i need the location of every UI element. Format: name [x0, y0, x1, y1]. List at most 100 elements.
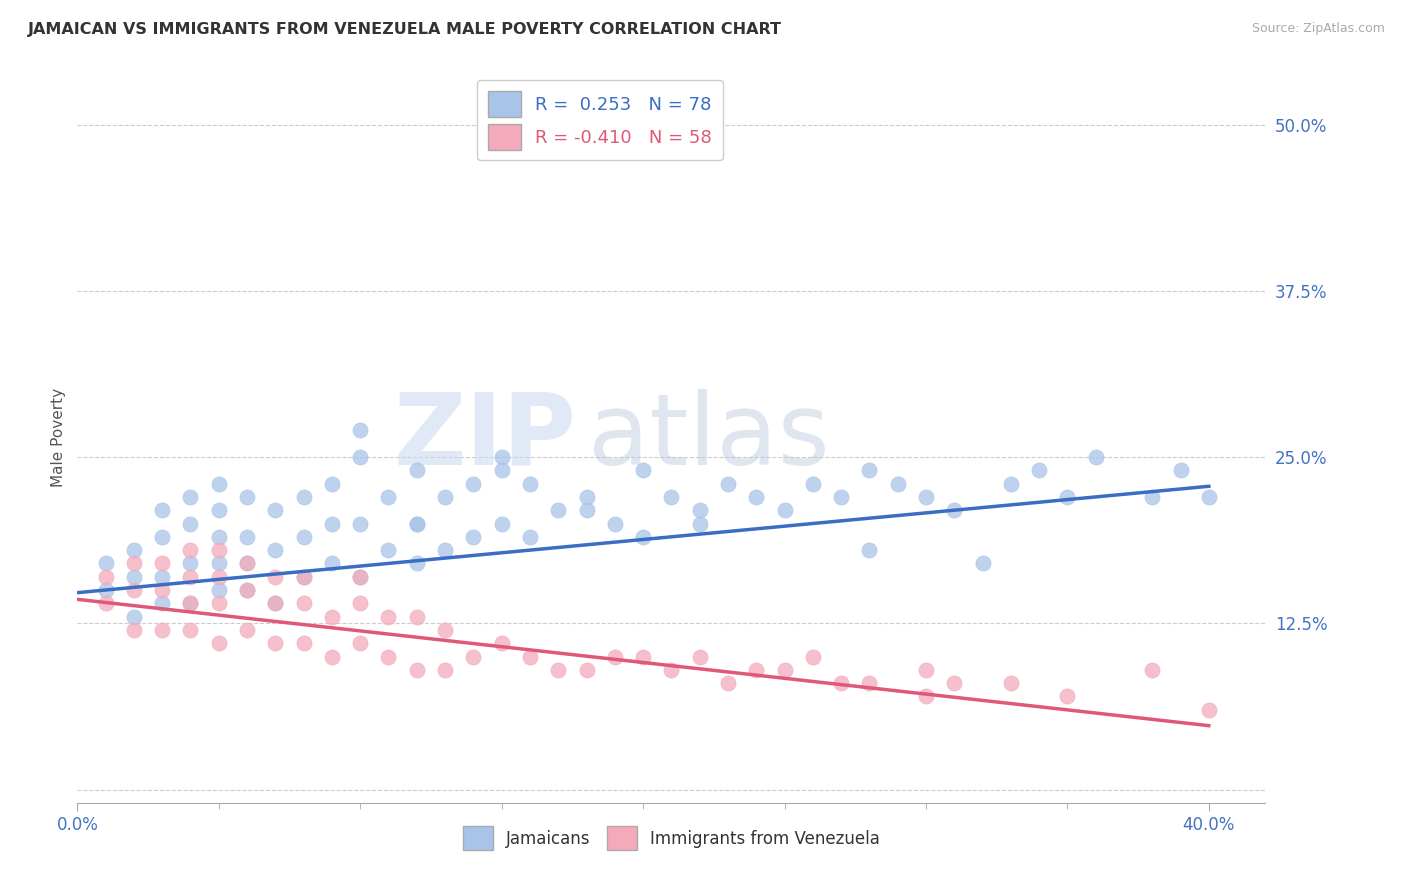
Point — [943, 503, 966, 517]
Point — [236, 582, 259, 597]
Point — [689, 516, 711, 531]
Point — [321, 516, 343, 531]
Point — [377, 609, 399, 624]
Point — [858, 676, 880, 690]
Y-axis label: Male Poverty: Male Poverty — [51, 387, 66, 487]
Point — [1170, 463, 1192, 477]
Point — [463, 530, 485, 544]
Point — [745, 490, 768, 504]
Point — [208, 543, 231, 558]
Point — [179, 516, 201, 531]
Point — [603, 516, 626, 531]
Point — [661, 490, 683, 504]
Point — [349, 596, 371, 610]
Point — [463, 649, 485, 664]
Point — [519, 530, 541, 544]
Point — [603, 649, 626, 664]
Point — [150, 570, 173, 584]
Point — [349, 570, 371, 584]
Point — [377, 543, 399, 558]
Text: JAMAICAN VS IMMIGRANTS FROM VENEZUELA MALE POVERTY CORRELATION CHART: JAMAICAN VS IMMIGRANTS FROM VENEZUELA MA… — [28, 22, 782, 37]
Point — [321, 476, 343, 491]
Point — [292, 596, 315, 610]
Point — [122, 570, 145, 584]
Point — [434, 663, 457, 677]
Point — [208, 582, 231, 597]
Point — [491, 463, 513, 477]
Point — [349, 636, 371, 650]
Point — [801, 476, 824, 491]
Text: Source: ZipAtlas.com: Source: ZipAtlas.com — [1251, 22, 1385, 36]
Point — [972, 557, 994, 571]
Point — [547, 663, 569, 677]
Point — [321, 557, 343, 571]
Point — [377, 490, 399, 504]
Point — [405, 609, 427, 624]
Point — [491, 450, 513, 464]
Point — [150, 596, 173, 610]
Point — [236, 623, 259, 637]
Point — [349, 516, 371, 531]
Point — [1198, 490, 1220, 504]
Point — [1142, 663, 1164, 677]
Point — [830, 676, 852, 690]
Point — [943, 676, 966, 690]
Point — [1198, 703, 1220, 717]
Point — [405, 557, 427, 571]
Point — [292, 490, 315, 504]
Point — [264, 596, 287, 610]
Point — [122, 623, 145, 637]
Point — [292, 636, 315, 650]
Point — [321, 649, 343, 664]
Point — [773, 503, 796, 517]
Point — [264, 503, 287, 517]
Point — [208, 570, 231, 584]
Point — [179, 596, 201, 610]
Text: atlas: atlas — [588, 389, 830, 485]
Point — [179, 570, 201, 584]
Point — [830, 490, 852, 504]
Point — [1000, 676, 1022, 690]
Point — [292, 570, 315, 584]
Point — [434, 490, 457, 504]
Point — [94, 582, 117, 597]
Point — [519, 649, 541, 664]
Point — [915, 690, 938, 704]
Point — [122, 557, 145, 571]
Point — [886, 476, 908, 491]
Point — [491, 516, 513, 531]
Point — [858, 463, 880, 477]
Point — [208, 503, 231, 517]
Point — [122, 543, 145, 558]
Point — [717, 676, 740, 690]
Point — [463, 476, 485, 491]
Point — [434, 623, 457, 637]
Point — [179, 623, 201, 637]
Point — [717, 476, 740, 491]
Point — [631, 463, 654, 477]
Text: ZIP: ZIP — [394, 389, 576, 485]
Point — [405, 516, 427, 531]
Point — [122, 609, 145, 624]
Point — [575, 663, 598, 677]
Point — [236, 582, 259, 597]
Point — [179, 543, 201, 558]
Point — [858, 543, 880, 558]
Point — [349, 570, 371, 584]
Point — [208, 596, 231, 610]
Point — [236, 530, 259, 544]
Point — [292, 530, 315, 544]
Point — [575, 490, 598, 504]
Point — [264, 596, 287, 610]
Point — [773, 663, 796, 677]
Point — [236, 490, 259, 504]
Point — [179, 490, 201, 504]
Point — [122, 582, 145, 597]
Point — [208, 557, 231, 571]
Point — [405, 663, 427, 677]
Point — [94, 570, 117, 584]
Point — [689, 649, 711, 664]
Point — [661, 663, 683, 677]
Point — [321, 609, 343, 624]
Point — [1056, 490, 1078, 504]
